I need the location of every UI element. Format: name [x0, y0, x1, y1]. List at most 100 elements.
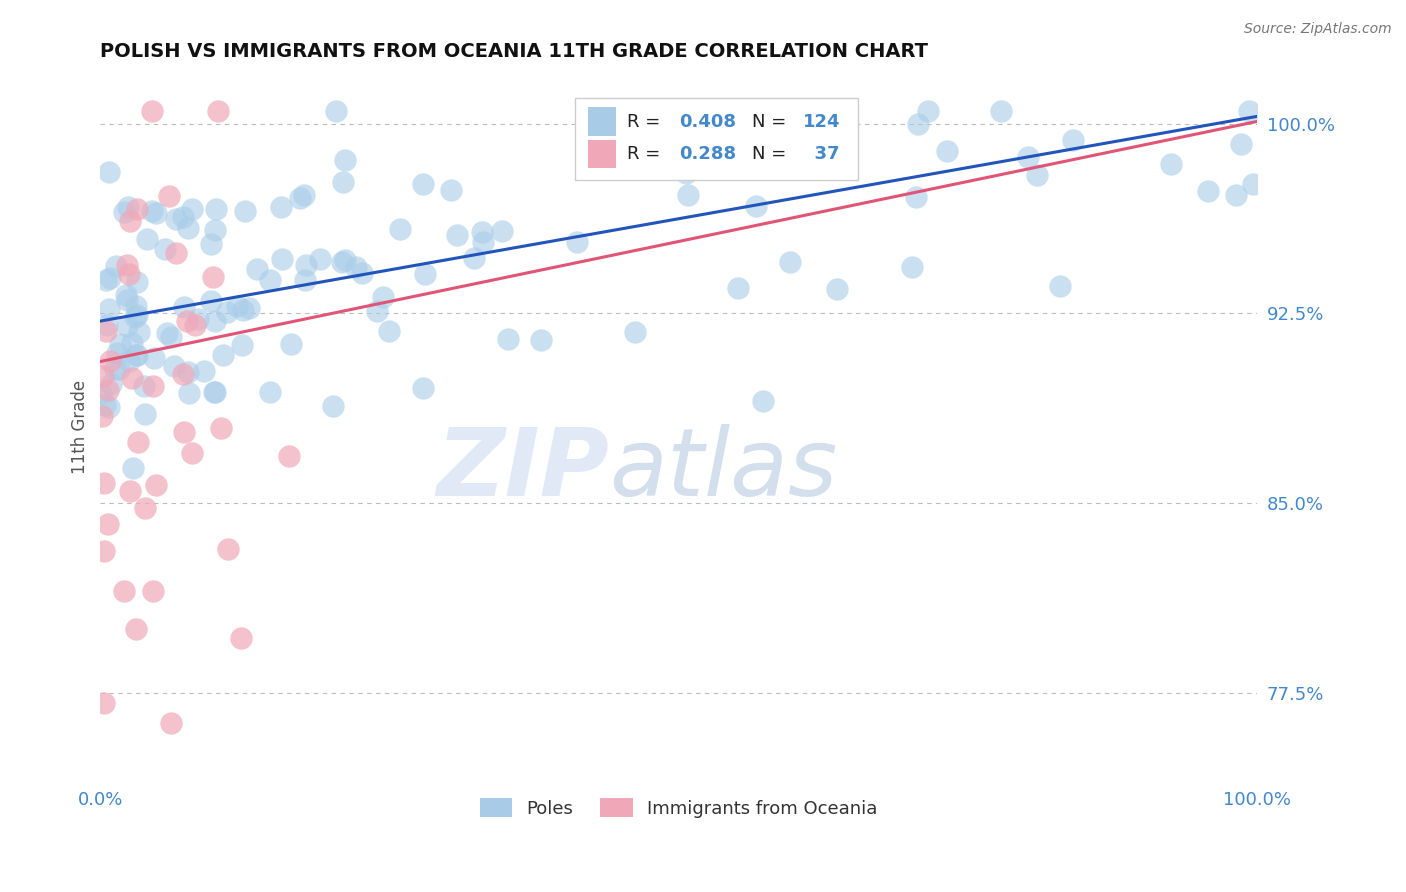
- Point: [744, 199, 766, 213]
- Point: [1225, 188, 1247, 202]
- Text: 0.288: 0.288: [679, 145, 735, 163]
- Point: [772, 141, 794, 155]
- Point: [141, 204, 163, 219]
- Point: [112, 584, 135, 599]
- Point: [990, 104, 1012, 119]
- Point: [530, 334, 553, 348]
- Point: [142, 583, 165, 598]
- Point: [135, 232, 157, 246]
- Point: [233, 204, 256, 219]
- Point: [1026, 168, 1049, 182]
- Point: [634, 123, 657, 137]
- Point: [271, 252, 294, 267]
- Text: N =: N =: [752, 145, 792, 163]
- Point: [121, 336, 143, 351]
- Point: [165, 212, 187, 227]
- Point: [96, 318, 118, 332]
- Point: [204, 314, 226, 328]
- Legend: Poles, Immigrants from Oceania: Poles, Immigrants from Oceania: [472, 791, 884, 825]
- Point: [463, 251, 485, 265]
- Point: [388, 222, 411, 236]
- Point: [825, 282, 848, 296]
- Point: [98, 354, 121, 368]
- Point: [97, 516, 120, 531]
- Point: [172, 210, 194, 224]
- Point: [115, 288, 138, 302]
- Point: [97, 400, 120, 414]
- Point: [204, 223, 226, 237]
- Point: [112, 205, 135, 219]
- Point: [209, 421, 232, 435]
- Point: [97, 165, 120, 179]
- Point: [330, 255, 353, 269]
- Point: [344, 260, 367, 274]
- Point: [413, 267, 436, 281]
- Point: [295, 258, 318, 272]
- Point: [122, 461, 145, 475]
- Point: [96, 273, 118, 287]
- Point: [1017, 150, 1039, 164]
- Point: [176, 314, 198, 328]
- Point: [142, 351, 165, 365]
- Point: [93, 398, 115, 412]
- Point: [711, 104, 734, 119]
- Point: [229, 632, 252, 646]
- Point: [127, 435, 149, 450]
- Point: [105, 346, 128, 360]
- Point: [115, 258, 138, 272]
- Point: [100, 377, 122, 392]
- Point: [446, 227, 468, 242]
- Point: [366, 304, 388, 318]
- Point: [160, 330, 183, 344]
- Text: Source: ZipAtlas.com: Source: ZipAtlas.com: [1244, 22, 1392, 37]
- Point: [142, 379, 165, 393]
- Point: [117, 318, 139, 333]
- Point: [125, 202, 148, 216]
- Point: [201, 269, 224, 284]
- Point: [93, 544, 115, 558]
- Point: [163, 359, 186, 373]
- Point: [173, 301, 195, 315]
- Point: [232, 302, 254, 317]
- Point: [440, 183, 463, 197]
- Point: [93, 475, 115, 490]
- Text: 37: 37: [803, 145, 839, 163]
- Point: [270, 200, 292, 214]
- Point: [935, 144, 957, 158]
- Point: [93, 696, 115, 710]
- FancyBboxPatch shape: [589, 140, 616, 169]
- Point: [1241, 177, 1264, 191]
- Point: [325, 104, 347, 119]
- Point: [98, 302, 121, 317]
- Point: [200, 237, 222, 252]
- Point: [377, 324, 399, 338]
- Point: [1062, 133, 1084, 147]
- Point: [177, 220, 200, 235]
- Point: [184, 318, 207, 332]
- Y-axis label: 11th Grade: 11th Grade: [72, 380, 89, 475]
- Point: [165, 246, 187, 260]
- Point: [496, 332, 519, 346]
- Point: [177, 366, 200, 380]
- Point: [187, 312, 209, 326]
- Point: [905, 190, 928, 204]
- Point: [125, 348, 148, 362]
- Point: [172, 367, 194, 381]
- Point: [145, 206, 167, 220]
- Point: [491, 224, 513, 238]
- Point: [294, 273, 316, 287]
- Point: [107, 362, 129, 376]
- Point: [1230, 137, 1253, 152]
- Point: [118, 267, 141, 281]
- Point: [90, 386, 112, 401]
- Text: POLISH VS IMMIGRANTS FROM OCEANIA 11TH GRADE CORRELATION CHART: POLISH VS IMMIGRANTS FROM OCEANIA 11TH G…: [100, 42, 928, 61]
- Point: [675, 166, 697, 180]
- FancyBboxPatch shape: [575, 98, 858, 179]
- Point: [332, 176, 354, 190]
- Point: [120, 214, 142, 228]
- Point: [727, 281, 749, 295]
- Point: [118, 483, 141, 498]
- Point: [907, 117, 929, 131]
- Point: [226, 299, 249, 313]
- Point: [350, 266, 373, 280]
